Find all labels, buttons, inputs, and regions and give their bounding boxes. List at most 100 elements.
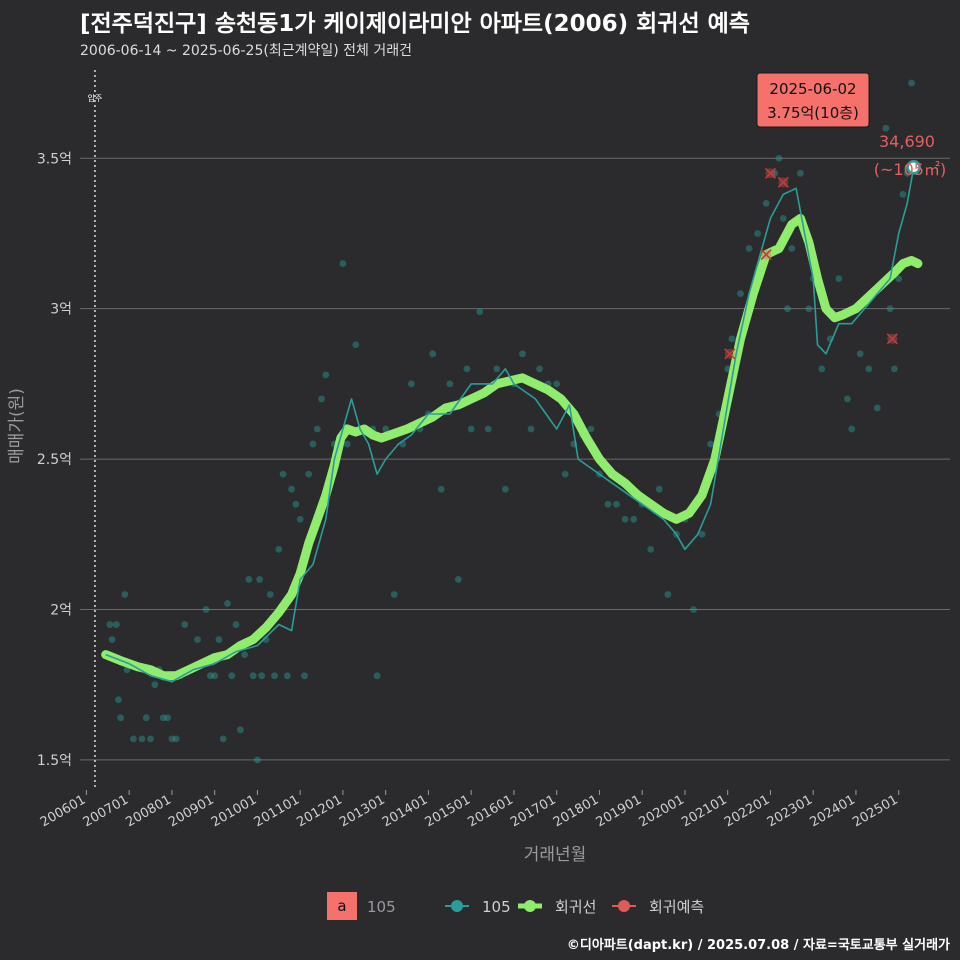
trade-point (762, 199, 770, 207)
forecast-marker (886, 333, 898, 345)
x-tick-label: 201501 (423, 792, 473, 830)
trade-point (501, 485, 509, 493)
trade-point (454, 576, 462, 583)
trend-lines (101, 167, 923, 683)
chart-title: [전주덕진구] 송천동1가 케이제이라미안 아파트(2006) 회귀선 예측 (80, 11, 750, 37)
trade-point (258, 672, 266, 680)
trade-point (407, 380, 415, 388)
legend-item-label: 회귀선 (555, 898, 596, 916)
x-tick-label: 201201 (294, 792, 344, 830)
trade-point (219, 735, 227, 743)
x-tick-label: 200801 (123, 792, 173, 830)
trade-point (121, 591, 129, 598)
trade-point (754, 230, 762, 237)
x-tick-label: 200901 (166, 792, 216, 830)
callout-box (756, 72, 870, 128)
trade-point (305, 470, 313, 478)
trade-point (865, 365, 873, 373)
trade-point (301, 672, 308, 680)
trade-point (745, 245, 753, 252)
trade-point (886, 305, 894, 313)
trade-point (181, 621, 189, 628)
trade-point (476, 308, 484, 316)
trade-point (429, 350, 437, 358)
forecast-marker (724, 348, 736, 360)
chart-subtitle: 2006-06-14 ~ 2025-06-25(최근계약일) 전체 거래건 (80, 43, 412, 59)
y-tick-label: 2.5억 (37, 452, 72, 468)
trade-point (848, 425, 856, 433)
trade-point (108, 636, 116, 643)
trade-point (805, 305, 813, 313)
trade-point (856, 350, 864, 358)
latest-point (906, 160, 921, 175)
forecast-markers (724, 167, 898, 360)
x-tick-label: 201301 (337, 792, 387, 830)
legend-item-label: 105 (482, 898, 511, 916)
forecast-marker (777, 176, 789, 188)
trade-point (172, 735, 180, 743)
legend-item-dot (524, 900, 536, 912)
trade-point (309, 440, 317, 448)
trade-point (493, 365, 501, 373)
y-tick-label: 3.5억 (37, 151, 72, 167)
trade-point (587, 425, 595, 433)
trade-point (484, 425, 492, 433)
forecast-marker-cross (764, 167, 777, 179)
trade-point (690, 606, 697, 613)
trade-point (194, 636, 201, 643)
trade-point (130, 735, 137, 743)
trade-point (784, 305, 791, 313)
trade-point (352, 341, 360, 349)
trade-point (527, 425, 535, 433)
trade-points (106, 79, 915, 764)
x-tick-label: 202301 (765, 792, 815, 830)
trade-point (536, 365, 543, 373)
trade-point (206, 672, 214, 680)
trade-point (106, 621, 114, 628)
callout-price: 3.75억(10층) (767, 104, 859, 122)
trade-point (707, 440, 714, 448)
forecast-marker-cross (777, 176, 789, 188)
trade-point (891, 365, 898, 373)
legend: a 105 105 회귀선 회귀예측 (327, 892, 704, 920)
legend-item-dot (618, 900, 630, 912)
forecast-marker-cross (760, 248, 772, 261)
footer-credit: ©디아파트(dapt.kr) / 2025.07.08 / 자료=국토교통부 실… (566, 938, 950, 953)
trade-point (818, 365, 826, 373)
x-tick-label: 201701 (508, 792, 558, 830)
trade-point (292, 500, 300, 508)
trade-point (899, 190, 907, 198)
trade-point (843, 395, 851, 403)
y-tick-label: 2억 (50, 603, 72, 619)
trade-point (775, 154, 783, 162)
trade-point (168, 735, 176, 743)
trade-point (313, 425, 321, 433)
x-tick-label: 202101 (679, 792, 729, 830)
trade-point (275, 545, 283, 553)
legend-item: 회귀예측 (612, 898, 704, 916)
trade-point (236, 726, 244, 734)
trade-point (224, 600, 231, 607)
forecast-marker-cross (886, 333, 898, 345)
x-tick-label: 202501 (850, 792, 900, 830)
trade-point (882, 124, 890, 132)
trade-point (373, 672, 381, 680)
trade-point (604, 500, 612, 508)
x-tick-label: 202201 (722, 792, 772, 830)
legend-item-label: 회귀예측 (649, 898, 704, 916)
x-tick-label: 201901 (594, 792, 644, 830)
trade-point (728, 335, 736, 343)
trade-point (343, 440, 351, 448)
trade-point (322, 371, 330, 379)
trade-point (215, 636, 223, 643)
x-tick-label: 202401 (807, 792, 857, 830)
x-tick-label: 202001 (636, 792, 686, 830)
trade-point (151, 681, 159, 689)
trade-point (390, 591, 398, 598)
latest-price-label: 34,690 (879, 132, 935, 151)
trade-point (788, 245, 796, 252)
trade-point (908, 79, 915, 87)
trade-point (647, 545, 655, 553)
trade-point (737, 290, 744, 298)
x-tick-label: 201601 (465, 792, 515, 830)
